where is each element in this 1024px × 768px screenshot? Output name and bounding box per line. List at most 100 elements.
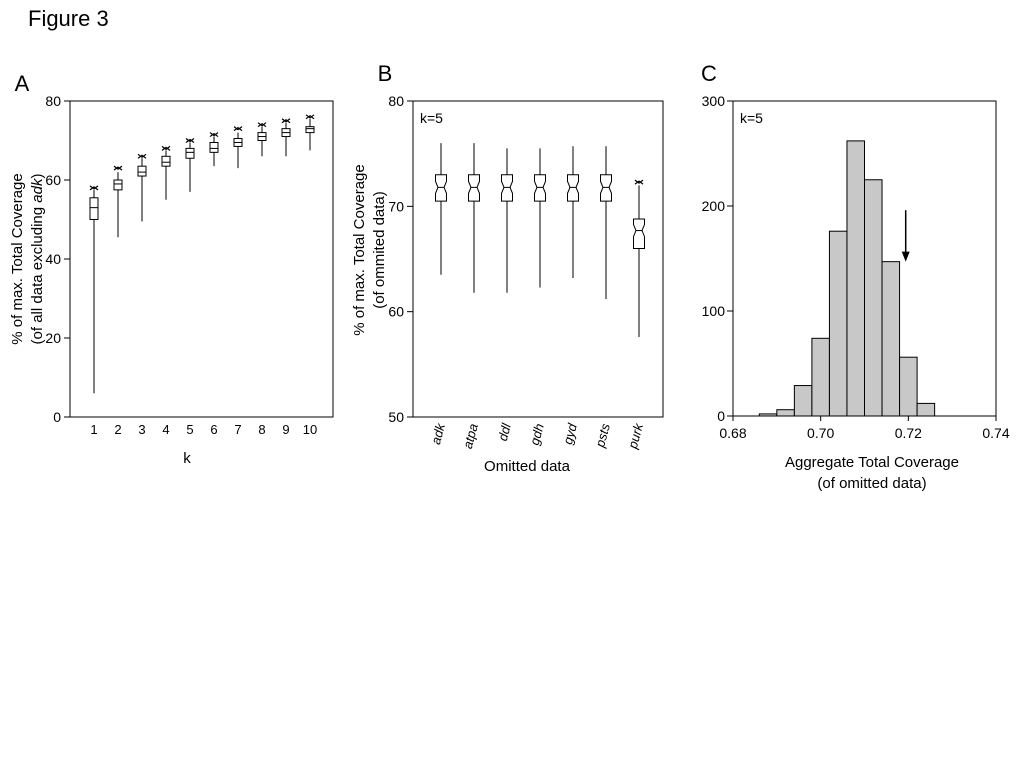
max-marker (89, 185, 99, 191)
x-axis-label-line1: Aggregate Total Coverage (785, 454, 959, 471)
y-tick-label: 200 (702, 198, 726, 214)
k-annotation: k=5 (420, 110, 443, 126)
max-marker (257, 122, 267, 128)
box-body (468, 174, 480, 202)
box-purk (633, 179, 645, 337)
histogram-bar (776, 409, 795, 417)
y-tick-label: 40 (45, 251, 61, 267)
box-body (305, 126, 315, 134)
plot-frame (69, 100, 334, 418)
panel-letter-a: A (15, 71, 30, 96)
y-axis-label-line2: (of all data excluding adk) (29, 174, 46, 345)
x-tick-label: 9 (282, 422, 289, 437)
box-5 (185, 138, 195, 192)
y-tick-label: 60 (45, 172, 61, 188)
box-atpa (468, 143, 480, 293)
histogram-bar (811, 337, 830, 417)
y-axis-label-line1: % of max. Total Coverage (351, 164, 368, 335)
y-tick-label: 70 (388, 198, 404, 214)
y-tick-label: 60 (388, 304, 404, 320)
histogram-bar (881, 261, 901, 417)
box-7 (233, 126, 243, 169)
box-9 (281, 118, 291, 157)
box-body (113, 179, 123, 191)
box-body (501, 174, 513, 202)
x-tick-label: adk (428, 420, 448, 446)
box-body (89, 197, 99, 220)
max-marker (634, 179, 644, 185)
x-tick-label: ddl (495, 421, 514, 443)
panel-letter-c: C (701, 61, 717, 86)
x-tick-label: 8 (258, 422, 265, 437)
max-marker (161, 145, 171, 151)
box-6 (209, 132, 219, 167)
y-axis-label-line2: (of ommited data) (371, 191, 388, 309)
arrow-head (901, 251, 910, 262)
x-axis-label-line2: (of omitted data) (817, 475, 926, 492)
box-body (137, 165, 147, 177)
histogram-bar (846, 140, 866, 417)
x-tick-label: 7 (234, 422, 241, 437)
max-marker (305, 114, 315, 120)
max-marker (137, 153, 147, 159)
box-3 (137, 153, 147, 222)
max-marker (233, 126, 243, 132)
x-tick-label: 10 (303, 422, 317, 437)
box-gyd (567, 146, 579, 278)
x-tick-label: 4 (162, 422, 169, 437)
y-tick-label: 80 (45, 93, 61, 109)
box-10 (305, 114, 315, 151)
x-axis-label: Omitted data (484, 458, 571, 475)
y-tick-label: 300 (702, 93, 726, 109)
x-tick-label: 6 (210, 422, 217, 437)
x-tick-label: 5 (186, 422, 193, 437)
x-tick-label: 0.74 (982, 425, 1009, 441)
x-tick-label: 0.68 (719, 425, 746, 441)
histogram-bar (828, 230, 848, 417)
y-tick-label: 20 (45, 330, 61, 346)
box-body (600, 174, 612, 202)
y-tick-label: 100 (702, 303, 726, 319)
box-body (534, 174, 546, 202)
max-marker (113, 165, 123, 171)
max-marker (281, 118, 291, 124)
panel-letter-b: B (378, 61, 393, 86)
box-gdh (534, 148, 546, 288)
y-tick-label: 0 (717, 408, 725, 424)
x-tick-label: purk (625, 420, 647, 451)
box-8 (257, 122, 267, 157)
x-tick-label: 2 (114, 422, 121, 437)
x-axis-label: k (183, 450, 191, 467)
x-tick-label: psts (592, 421, 613, 449)
y-axis-label-line1: % of max. Total Coverage (9, 173, 26, 344)
x-tick-label: gdh (527, 422, 547, 447)
x-tick-label: gyd (560, 421, 580, 446)
x-tick-label: 0.70 (807, 425, 834, 441)
x-tick-label: atpa (460, 422, 481, 450)
box-body (633, 218, 645, 249)
box-body (435, 174, 447, 202)
box-body (209, 141, 219, 153)
k-annotation: k=5 (740, 110, 763, 126)
histogram-bar (758, 413, 778, 417)
histogram-bar (864, 179, 883, 417)
x-tick-label: 0.72 (895, 425, 922, 441)
max-marker (209, 132, 219, 138)
y-tick-label: 0 (53, 409, 61, 425)
box-body (161, 155, 171, 167)
box-adk (435, 143, 447, 275)
box-4 (161, 145, 171, 200)
box-body (567, 174, 579, 202)
box-psts (600, 146, 612, 300)
y-tick-label: 50 (388, 409, 404, 425)
box-1 (89, 185, 99, 394)
x-tick-label: 3 (138, 422, 145, 437)
x-tick-label: 1 (90, 422, 97, 437)
histogram-bar (899, 356, 918, 417)
y-tick-label: 80 (388, 93, 404, 109)
box-ddl (501, 148, 513, 293)
histogram-bar (793, 385, 813, 417)
figure-title: Figure 3 (28, 6, 109, 31)
box-body (185, 147, 195, 159)
